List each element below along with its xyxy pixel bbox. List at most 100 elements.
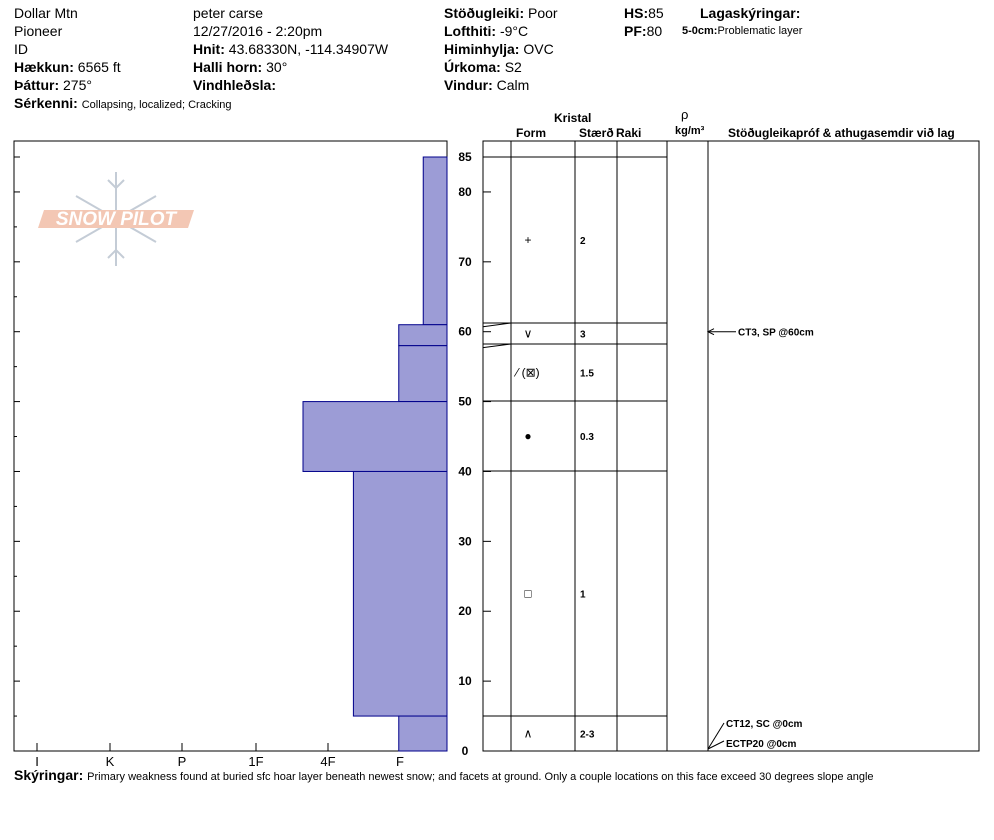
layer-note-text: Problematic layer bbox=[717, 25, 803, 37]
layer-note: 5-0cm:Problematic layer bbox=[682, 22, 802, 40]
crystal-header: Kristal bbox=[554, 111, 592, 125]
sky: Himinhylja: OVC bbox=[444, 40, 554, 58]
elevation-label: Hækkun: bbox=[14, 59, 74, 75]
slope-value: 30° bbox=[266, 59, 288, 75]
grain-form-symbol: □ bbox=[524, 587, 531, 601]
air-temp-label: Lofthiti: bbox=[444, 23, 497, 39]
wind-label: Vindur: bbox=[444, 77, 493, 93]
test-pointer-line bbox=[707, 722, 725, 750]
hardness-tick-label: 4F bbox=[320, 754, 335, 769]
profile-table-frame bbox=[482, 140, 980, 752]
depth-tick-label: 20 bbox=[458, 604, 472, 618]
grain-form-symbol: ∨ bbox=[524, 327, 533, 341]
hs: HS:85 bbox=[624, 4, 664, 22]
hardness-bar bbox=[302, 401, 448, 472]
sky-label: Himinhylja: bbox=[444, 41, 520, 57]
depth-tick-label: 30 bbox=[458, 534, 472, 548]
hardness-tick-label: I bbox=[35, 754, 39, 769]
depth-tick-label: 0 bbox=[462, 744, 469, 758]
grain-size-label: 0.3 bbox=[580, 432, 594, 443]
logo-banner bbox=[38, 210, 194, 228]
grain-form-symbol: ⁄ (⊠) bbox=[513, 366, 539, 380]
pf: PF:80 bbox=[624, 22, 662, 40]
precip-value: S2 bbox=[504, 59, 522, 75]
features: Sérkenni: Collapsing, localized; Crackin… bbox=[14, 94, 232, 114]
test-arrow-icon bbox=[706, 328, 715, 336]
pf-value: 80 bbox=[646, 23, 663, 39]
size-header: Stærð bbox=[579, 126, 614, 140]
depth-tick-label: 70 bbox=[458, 255, 472, 269]
snowpilot-logo: SNOW PILOT bbox=[38, 172, 194, 266]
datetime: 12/27/2016 - 2:20pm bbox=[193, 23, 323, 39]
wind-value: Calm bbox=[496, 77, 530, 93]
layer-notes: Lagaskýringar: bbox=[700, 4, 800, 22]
hardness-bar bbox=[352, 470, 448, 717]
hardness-bar bbox=[398, 345, 448, 403]
footer-label: Skýringar: bbox=[14, 767, 84, 783]
slope: Halli horn: 30° bbox=[193, 58, 287, 76]
grain-form-symbol: ∧ bbox=[524, 727, 533, 741]
region: Pioneer bbox=[14, 23, 63, 39]
moisture-header: Raki bbox=[616, 126, 642, 140]
hardness-bar bbox=[398, 715, 448, 752]
grain-size-label: 2 bbox=[580, 236, 586, 247]
hs-value: 85 bbox=[648, 5, 664, 21]
aspect-label: Þáttur: bbox=[14, 77, 60, 93]
coords-value: 43.68330N, -114.34907W bbox=[228, 41, 389, 57]
elevation-value: 6565 ft bbox=[77, 59, 121, 75]
hardness-bar bbox=[422, 156, 448, 326]
slope-label: Halli horn: bbox=[193, 59, 263, 75]
stability-value: Poor bbox=[528, 5, 558, 21]
depth-tick-label: 85 bbox=[458, 150, 472, 164]
coordinates: Hnit: 43.68330N, -114.34907W bbox=[193, 40, 388, 58]
form-header: Form bbox=[516, 126, 546, 140]
grain-size-label: 1.5 bbox=[580, 369, 594, 380]
precip-label: Úrkoma: bbox=[444, 59, 501, 75]
wind-loading-label: Vindhleðsla: bbox=[193, 77, 276, 93]
grain-size-label: 1 bbox=[580, 590, 586, 601]
location: Dollar Mtn bbox=[14, 5, 78, 21]
test-pointer-line bbox=[707, 740, 725, 750]
precip: Úrkoma: S2 bbox=[444, 58, 522, 76]
hardness-tick-label: 1F bbox=[248, 754, 263, 769]
hardness-tick-label: K bbox=[106, 754, 115, 769]
test-label: CT12, SC @0cm bbox=[726, 719, 803, 730]
aspect: Þáttur: 275° bbox=[14, 76, 92, 94]
stability: Stöðugleiki: Poor bbox=[444, 4, 558, 22]
depth-tick-label: 60 bbox=[458, 325, 472, 339]
footer-comments: Skýringar: Primary weakness found at bur… bbox=[14, 766, 874, 786]
test-label: ECTP20 @0cm bbox=[726, 739, 796, 750]
hs-label: HS: bbox=[624, 5, 649, 21]
grain-form-symbol: ● bbox=[524, 429, 531, 443]
boundary-connector bbox=[482, 343, 512, 349]
hardness-bar bbox=[398, 324, 448, 347]
aspect-value: 275° bbox=[63, 77, 92, 93]
layer-notes-label: Lagaskýringar: bbox=[700, 5, 801, 21]
air-temp: Lofthiti: -9°C bbox=[444, 22, 528, 40]
coords-label: Hnit: bbox=[193, 41, 225, 57]
sky-value: OVC bbox=[523, 41, 554, 57]
density-unit: kg/m³ bbox=[675, 125, 705, 137]
test-label: CT3, SP @60cm bbox=[738, 328, 814, 339]
wind-loading: Vindhleðsla: bbox=[193, 76, 276, 94]
depth-tick-label: 80 bbox=[458, 185, 472, 199]
logo-text: SNOW PILOT bbox=[56, 209, 178, 230]
grain-size-label: 2-3 bbox=[580, 730, 595, 741]
features-value: Collapsing, localized; Cracking bbox=[81, 99, 232, 111]
boundary-connector bbox=[482, 322, 512, 328]
footer-text: Primary weakness found at buried sfc hoa… bbox=[87, 771, 874, 783]
grain-size-label: 3 bbox=[580, 330, 586, 341]
density-symbol: ρ bbox=[681, 107, 689, 122]
depth-tick-label: 40 bbox=[458, 464, 472, 478]
grain-form-symbol: + bbox=[524, 233, 531, 247]
hardness-tick-label: F bbox=[396, 754, 404, 769]
observer: peter carse bbox=[193, 5, 264, 21]
depth-tick-label: 50 bbox=[458, 395, 472, 409]
wind: Vindur: Calm bbox=[444, 76, 529, 94]
stability-label: Stöðugleiki: bbox=[444, 5, 525, 21]
air-temp-value: -9°C bbox=[499, 23, 529, 39]
features-label: Sérkenni: bbox=[14, 95, 78, 111]
pf-label: PF: bbox=[624, 23, 647, 39]
tests-header: Stöðugleikapróf & athugasemdir við lag bbox=[728, 126, 955, 140]
